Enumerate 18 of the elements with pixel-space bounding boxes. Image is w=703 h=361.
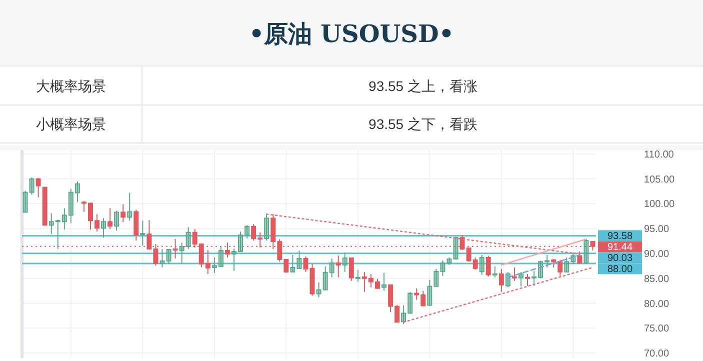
y-tick-label: 75.00 [644,324,670,335]
chart-title: •原油 USOUSD• [248,19,454,48]
y-tick-label: 100.00 [644,199,676,210]
y-tick-label: 110.00 [644,149,674,160]
y-tick-label: 70.00 [644,348,670,360]
text: 93.55 之上，看涨 [368,78,478,94]
y-tick-label: 105.00 [644,174,676,186]
y-tick-label: 85.00 [644,274,670,285]
ref-line-label: 90.03 [607,253,633,264]
ref-line-label: 91.44 [607,242,633,254]
text: 大概率场景 [36,78,106,94]
text: 93.55 之下，看跌 [368,116,478,132]
y-tick-label: 90.00 [644,249,670,260]
y-tick-label: 95.00 [644,224,670,236]
ref-line-label: 93.58 [607,231,633,242]
y-tick-label: 80.00 [644,298,670,310]
text: 小概率场景 [36,116,106,132]
ref-line-label: 88.00 [607,264,633,276]
